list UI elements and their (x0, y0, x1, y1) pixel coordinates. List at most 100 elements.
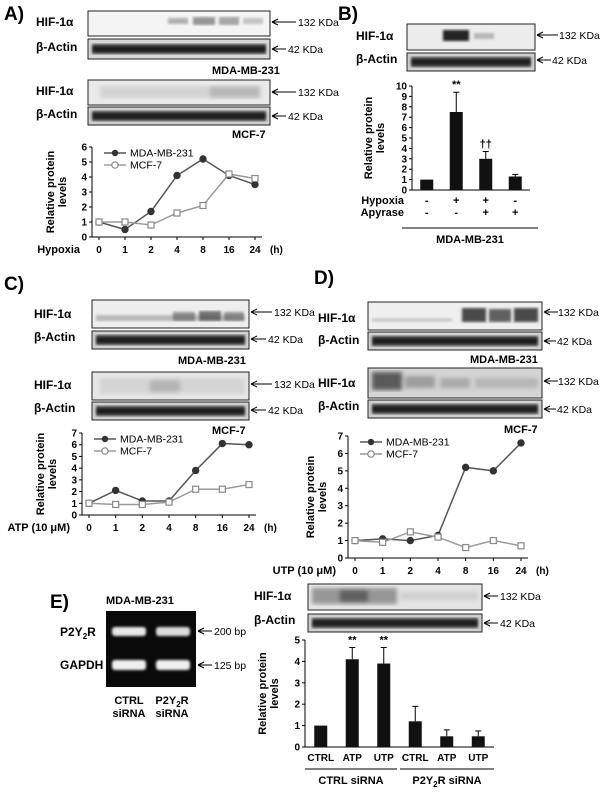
y-tick-label: 1 (337, 536, 343, 547)
cell-line-label: MDA-MB-231 (178, 355, 246, 367)
panel-a: A) HIF-1α β-Actin 132 KDa 42 KDa MDA-MB-… (4, 4, 339, 256)
lane-label-ctrl: CTRL (114, 695, 144, 707)
kda-132: 132 KDa (298, 17, 339, 29)
panel-a-blot-mcf: HIF-1α β-Actin 132 KDa 42 KDa MCF-7 (36, 79, 339, 141)
data-point (218, 485, 226, 493)
y-tick-label: 2 (71, 487, 77, 498)
treatment-sign: + (483, 207, 489, 219)
legend-label: MCF-7 (386, 449, 418, 461)
blot-actin-bands (96, 406, 245, 416)
panel-c-blot-mcf: HIF-1α β-Actin 132 KDa 42 KDa MCF-7 (34, 371, 315, 437)
x-tick-label: 24 (249, 245, 261, 256)
data-point (85, 499, 93, 507)
gel-title: MDA-MB-231 (106, 595, 174, 607)
y-tick-label: 4 (337, 484, 343, 495)
legend-marker (101, 435, 109, 443)
y-tick-label: 0 (81, 233, 87, 244)
data-point (121, 218, 129, 226)
y-tick-label: 2 (337, 519, 343, 530)
y-axis-label: levels (269, 678, 281, 709)
y-tick-label: 1 (294, 721, 300, 732)
x-tick-label: 1 (380, 566, 386, 577)
x-axis-title: UTP (10 μM) (273, 565, 337, 577)
blot-hif-bands (312, 588, 478, 604)
data-point (517, 542, 525, 550)
data-point (95, 218, 103, 226)
y-tick-label: 1 (71, 499, 77, 510)
panel-c: C) HIF-1α β-Actin 132 KDa 42 KDa MDA-MB-… (4, 274, 315, 534)
y-tick-label: 10 (396, 82, 408, 93)
band-label-hif: HIF-1α (356, 29, 394, 43)
x-tick-label: ATP (437, 753, 457, 764)
y-tick-label: 3 (294, 678, 300, 689)
legend-label: MDA-MB-231 (130, 148, 194, 160)
group-label-ctrl-sirna: CTRL siRNA (318, 775, 383, 787)
y-tick-label: 5 (401, 134, 407, 145)
band-label-actin: β-Actin (36, 40, 77, 54)
y-tick-label: 6 (81, 143, 87, 154)
x-tick-label: CTRL (402, 753, 429, 764)
x-tick-label: 0 (86, 523, 92, 534)
treatment-sign: - (513, 195, 517, 207)
kda-42: 42 KDa (288, 44, 323, 56)
cell-line-label: MCF-7 (504, 424, 538, 436)
data-point (434, 533, 442, 541)
band-label-actin: β-Actin (254, 613, 295, 627)
significance-label: †† (480, 139, 492, 151)
band-label-hif: HIF-1α (318, 376, 356, 390)
data-point (173, 171, 181, 180)
data-point (351, 536, 359, 545)
kda-132: 132 KDa (558, 307, 599, 319)
gel-row-p2y2r: P2Y2R (60, 625, 96, 641)
y-tick-label: 1 (81, 218, 87, 229)
treatment-sign: - (425, 207, 429, 219)
data-point (406, 528, 414, 536)
data-point (379, 538, 387, 546)
data-point (406, 536, 415, 545)
band-label-hif: HIF-1α (318, 311, 356, 325)
y-axis-label: Relative protein (35, 432, 47, 515)
cell-line-label: MDA-MB-231 (470, 354, 538, 366)
x-axis-unit: (h) (264, 523, 277, 534)
band-label-actin: β-Actin (318, 399, 359, 413)
y-tick-label: 9 (401, 92, 407, 103)
kda-42: 42 KDa (288, 111, 323, 123)
y-axis-label: levels (57, 177, 69, 208)
series-line-mcf-7 (99, 173, 256, 226)
blot-actin-bands (96, 335, 245, 345)
cell-line-label: MDA-MB-231 (436, 234, 504, 246)
row-label: Apyrase (361, 207, 404, 219)
x-tick-label: UTP (468, 753, 488, 764)
band-label-actin: β-Actin (34, 401, 75, 415)
x-tick-label: 4 (166, 523, 172, 534)
y-tick-label: 0 (71, 511, 77, 522)
y-axis-label: levels (47, 459, 59, 490)
y-tick-label: 7 (71, 429, 77, 440)
y-axis-label: Relative protein (257, 652, 269, 735)
data-point (173, 209, 181, 217)
kda-132: 132 KDa (274, 307, 315, 319)
panel-d: D) HIF-1α β-Actin 132 KDa 42 KDa MDA-MB-… (273, 268, 599, 577)
gel-bands (112, 627, 190, 670)
x-axis-unit: (h) (270, 245, 283, 256)
y-axis-label: Relative protein (363, 96, 375, 179)
x-tick-label: 16 (223, 245, 235, 256)
x-tick-label: UTP (374, 753, 394, 764)
band-label-actin: β-Actin (36, 107, 77, 121)
x-tick-label: 0 (96, 245, 102, 256)
y-tick-label: 6 (337, 449, 343, 460)
band-label-hif: HIF-1α (34, 307, 72, 321)
blot-hif-bands (372, 308, 538, 322)
significance-label: ** (379, 634, 388, 646)
x-tick-label: CTRL (307, 753, 334, 764)
panel-b-treatment-table: Hypoxia - + + -Apyrase - - + + (361, 195, 519, 219)
bar (408, 721, 422, 747)
gel-image (106, 611, 196, 687)
panel-b-label: B) (338, 4, 358, 25)
blot-actin-bands (372, 404, 538, 414)
x-axis-unit: (h) (536, 566, 549, 577)
legend-marker (111, 161, 119, 169)
